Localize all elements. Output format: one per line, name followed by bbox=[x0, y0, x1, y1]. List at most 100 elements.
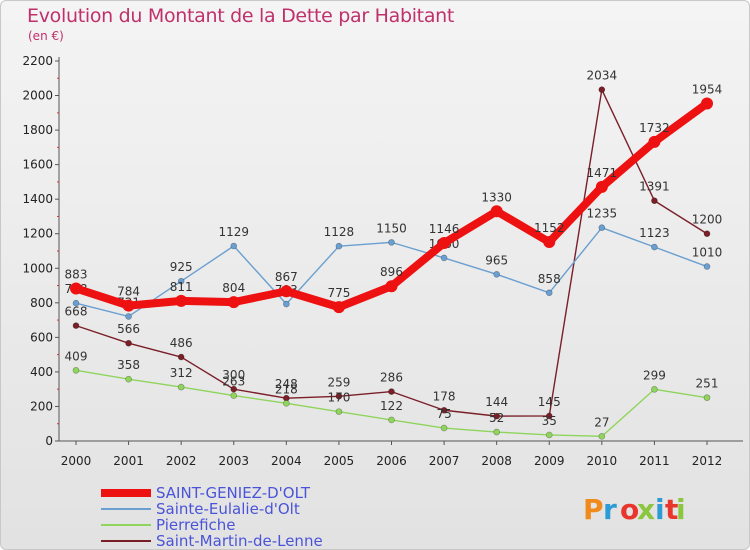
x-tick-label: 2003 bbox=[218, 454, 249, 468]
brand-letter: o bbox=[620, 493, 639, 526]
brand-letter: P bbox=[583, 493, 604, 526]
data-point bbox=[230, 392, 238, 399]
data-label: 259 bbox=[327, 375, 350, 389]
data-point bbox=[490, 205, 503, 218]
data-label: 409 bbox=[65, 349, 88, 363]
data-point bbox=[651, 243, 658, 251]
data-point bbox=[440, 406, 448, 414]
chart-unit: (en €) bbox=[28, 29, 64, 43]
data-point bbox=[122, 299, 135, 312]
data-label: 27 bbox=[594, 415, 609, 429]
data-label: 486 bbox=[170, 336, 193, 350]
data-point bbox=[545, 289, 553, 297]
legend-label: SAINT-GENIEZ-D'OLT bbox=[156, 484, 311, 502]
data-point bbox=[335, 242, 343, 250]
y-tick-label: 200 bbox=[30, 399, 53, 413]
data-point bbox=[283, 300, 290, 308]
data-label: 1954 bbox=[692, 82, 723, 96]
chart-title: Evolution du Montant de la Dette par Hab… bbox=[27, 5, 455, 27]
data-label: 178 bbox=[433, 389, 456, 403]
brand-letter: r bbox=[603, 493, 617, 526]
data-point bbox=[280, 285, 293, 298]
data-point bbox=[125, 313, 132, 320]
data-label: 1330 bbox=[481, 190, 512, 204]
data-label: 75 bbox=[436, 407, 451, 421]
data-label: 35 bbox=[542, 414, 557, 428]
data-point bbox=[230, 385, 238, 393]
data-point bbox=[72, 299, 80, 307]
x-tick-label: 2010 bbox=[587, 454, 618, 468]
data-point bbox=[648, 135, 661, 148]
data-label: 811 bbox=[170, 280, 193, 294]
y-tick-label: 1400 bbox=[22, 192, 53, 206]
data-label: 784 bbox=[117, 285, 140, 299]
data-point bbox=[545, 412, 553, 420]
brand-letter: t bbox=[665, 493, 678, 526]
x-tick-label: 2012 bbox=[692, 454, 723, 468]
data-label: 251 bbox=[696, 377, 719, 391]
data-label: 144 bbox=[485, 395, 508, 409]
data-point bbox=[703, 263, 711, 270]
data-point bbox=[70, 282, 82, 295]
x-tick-label: 2008 bbox=[481, 454, 512, 468]
data-label: 896 bbox=[380, 265, 403, 279]
data-label: 883 bbox=[65, 267, 88, 281]
data-point bbox=[598, 224, 606, 231]
y-tick-label: 1600 bbox=[22, 158, 53, 172]
data-label: 1732 bbox=[639, 121, 670, 135]
x-tick-label: 2005 bbox=[324, 454, 355, 468]
data-label: 775 bbox=[327, 286, 350, 300]
data-point bbox=[388, 239, 395, 246]
data-point bbox=[493, 428, 500, 436]
data-label: 1146 bbox=[429, 222, 460, 236]
data-point bbox=[335, 408, 343, 415]
y-tick-label: 1000 bbox=[22, 261, 53, 275]
legend-label: Sainte-Eulalie-d'Olt bbox=[156, 500, 300, 518]
x-tick-label: 2007 bbox=[429, 454, 460, 468]
data-label: 248 bbox=[275, 377, 298, 391]
data-point bbox=[703, 230, 711, 238]
data-point bbox=[545, 431, 553, 439]
data-point bbox=[227, 296, 240, 309]
data-point bbox=[72, 367, 80, 374]
y-tick-label: 1200 bbox=[22, 227, 53, 241]
data-point bbox=[230, 242, 238, 250]
x-tick-label: 2004 bbox=[271, 454, 302, 468]
data-point bbox=[125, 339, 132, 347]
data-point bbox=[385, 280, 398, 293]
data-label: 263 bbox=[222, 375, 245, 389]
data-label: 1200 bbox=[692, 213, 723, 227]
x-tick-label: 2000 bbox=[61, 454, 92, 468]
data-label: 566 bbox=[117, 322, 140, 336]
data-label: 52 bbox=[489, 411, 504, 425]
data-label: 858 bbox=[538, 272, 561, 286]
data-point bbox=[335, 392, 343, 400]
data-label: 286 bbox=[380, 371, 403, 385]
data-point bbox=[283, 400, 290, 407]
data-label: 300 bbox=[222, 368, 245, 382]
data-point bbox=[598, 86, 606, 93]
data-point bbox=[72, 322, 80, 329]
data-point bbox=[440, 254, 448, 262]
data-point bbox=[703, 394, 711, 401]
data-point bbox=[598, 433, 606, 440]
data-label: 925 bbox=[170, 260, 193, 274]
legend-label: Pierrefiche bbox=[156, 516, 236, 534]
data-point bbox=[651, 197, 658, 205]
data-point bbox=[595, 180, 608, 193]
data-point bbox=[440, 424, 448, 432]
data-point bbox=[332, 301, 345, 314]
data-label: 1010 bbox=[692, 246, 723, 260]
data-label: 867 bbox=[275, 270, 298, 284]
data-point bbox=[493, 412, 500, 420]
x-tick-label: 2002 bbox=[166, 454, 197, 468]
data-label: 218 bbox=[275, 382, 298, 396]
data-point bbox=[177, 383, 185, 391]
data-label: 122 bbox=[380, 399, 403, 413]
data-label: 1123 bbox=[639, 226, 670, 240]
data-label: 965 bbox=[485, 253, 508, 267]
data-label: 1128 bbox=[324, 225, 355, 239]
data-point bbox=[493, 271, 500, 278]
data-point bbox=[543, 236, 556, 249]
